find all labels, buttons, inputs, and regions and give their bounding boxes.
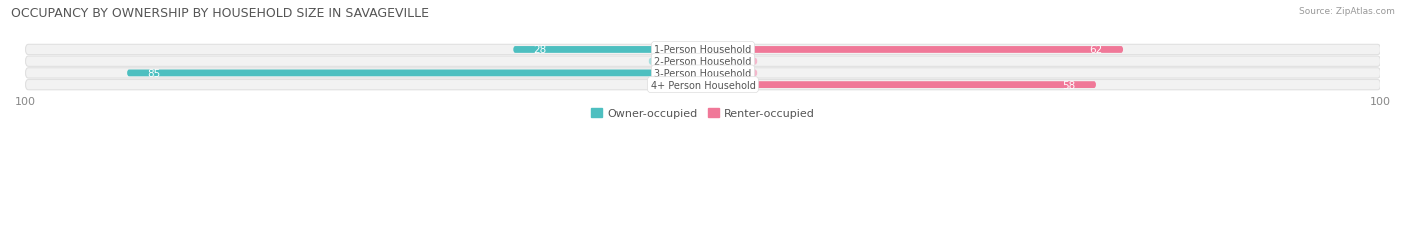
FancyBboxPatch shape [25, 57, 1381, 67]
Text: 3-Person Household: 3-Person Household [654, 69, 752, 79]
Text: 0: 0 [683, 80, 689, 90]
FancyBboxPatch shape [25, 68, 1381, 79]
FancyBboxPatch shape [127, 70, 703, 77]
FancyBboxPatch shape [703, 82, 1095, 89]
Text: 1-Person Household: 1-Person Household [654, 45, 752, 55]
Text: 0: 0 [717, 69, 723, 79]
FancyBboxPatch shape [703, 70, 758, 77]
Text: 2-Person Household: 2-Person Household [654, 57, 752, 67]
FancyBboxPatch shape [703, 47, 1123, 54]
Text: 62: 62 [1090, 45, 1102, 55]
Text: 4+ Person Household: 4+ Person Household [651, 80, 755, 90]
Text: 58: 58 [1063, 80, 1076, 90]
FancyBboxPatch shape [648, 58, 703, 65]
FancyBboxPatch shape [703, 58, 758, 65]
Text: 28: 28 [534, 45, 547, 55]
FancyBboxPatch shape [25, 45, 1381, 55]
Legend: Owner-occupied, Renter-occupied: Owner-occupied, Renter-occupied [592, 108, 814, 119]
FancyBboxPatch shape [25, 80, 1381, 90]
Text: OCCUPANCY BY OWNERSHIP BY HOUSEHOLD SIZE IN SAVAGEVILLE: OCCUPANCY BY OWNERSHIP BY HOUSEHOLD SIZE… [11, 7, 429, 20]
Text: Source: ZipAtlas.com: Source: ZipAtlas.com [1299, 7, 1395, 16]
Text: 0: 0 [683, 57, 689, 67]
FancyBboxPatch shape [513, 47, 703, 54]
Text: 0: 0 [717, 57, 723, 67]
Text: 85: 85 [148, 69, 160, 79]
FancyBboxPatch shape [648, 82, 703, 89]
